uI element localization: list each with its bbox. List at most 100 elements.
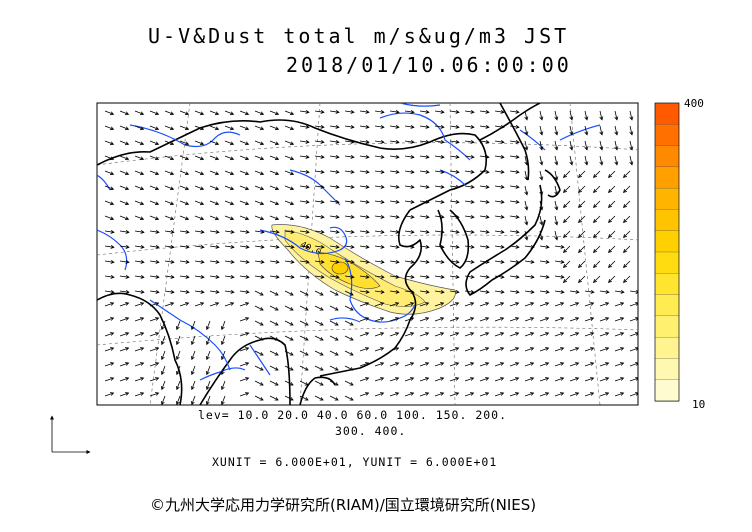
wind-vector — [299, 230, 309, 233]
wind-vector-head — [455, 229, 460, 234]
wind-vector — [539, 140, 543, 150]
wind-vector — [194, 185, 204, 190]
wind-vector — [284, 215, 294, 220]
colorbar-cell — [654, 358, 680, 381]
wind-vector-head — [289, 216, 295, 221]
wind-vector — [434, 140, 444, 143]
wind-vector-head — [590, 347, 595, 351]
wind-vector-head — [530, 302, 535, 306]
wind-vector — [449, 185, 459, 188]
wind-vector-head — [275, 229, 280, 234]
wind-vector — [584, 155, 588, 165]
wind-vector — [449, 332, 459, 337]
wind-vector — [464, 170, 474, 173]
wind-vector — [449, 230, 459, 233]
wind-vector-head — [515, 109, 520, 114]
wind-vector — [104, 377, 114, 382]
wind-vector-head — [440, 169, 445, 174]
wind-vector-head — [215, 274, 220, 279]
wind-vector-head — [109, 141, 115, 146]
wind-vector-head — [109, 111, 115, 116]
wind-vector-head — [584, 116, 589, 121]
wind-vector-head — [124, 156, 130, 161]
wind-vector — [434, 125, 444, 128]
wind-vector-head — [563, 278, 568, 283]
reference-axes — [50, 415, 91, 454]
wind-vector — [629, 155, 633, 165]
wind-vector-head — [170, 289, 175, 294]
wind-vector-head — [593, 218, 598, 223]
wind-vector-head — [623, 218, 628, 223]
wind-vector-head — [440, 109, 445, 114]
wind-vector — [284, 275, 294, 278]
wind-vector-head — [440, 259, 445, 264]
wind-vector — [539, 392, 549, 397]
wind-vector — [314, 350, 324, 356]
wind-vector-head — [335, 214, 340, 219]
wind-vector — [239, 110, 249, 115]
wind-vector — [119, 140, 129, 145]
wind-vector — [569, 362, 579, 367]
wind-vector-head — [289, 307, 294, 311]
wind-vector-head — [320, 259, 325, 264]
wind-vector-head — [575, 317, 580, 321]
wind-vector-head — [274, 111, 280, 116]
wind-vector — [134, 332, 144, 337]
wind-vector-head — [470, 244, 475, 249]
wind-vector-head — [221, 401, 225, 405]
wind-vector-head — [140, 229, 145, 234]
wind-vector-head — [161, 386, 165, 391]
wind-vector-head — [320, 229, 325, 234]
wind-vector-head — [221, 341, 225, 346]
wind-vector-head — [575, 302, 580, 306]
wind-vector-head — [320, 169, 325, 174]
wind-vector-head — [215, 244, 220, 249]
wind-vector — [209, 125, 219, 130]
wind-vector — [614, 377, 624, 382]
wind-vector-head — [349, 307, 354, 311]
wind-vector-head — [245, 302, 250, 306]
wind-vector — [464, 377, 474, 382]
wind-vector — [284, 185, 294, 190]
wind-vector-head — [485, 259, 490, 264]
wind-vector-head — [545, 274, 550, 279]
wind-vector — [299, 200, 309, 203]
wind-vector — [524, 302, 534, 307]
wind-vector — [623, 200, 631, 208]
wind-vector — [329, 305, 339, 311]
wind-vector-head — [593, 278, 598, 283]
wind-vector — [119, 155, 129, 160]
wind-vector — [329, 260, 339, 263]
wind-vector — [593, 215, 601, 223]
wind-vector-head — [440, 274, 445, 279]
wind-vector-head — [545, 332, 550, 336]
wind-vector-head — [200, 274, 205, 279]
wind-vector-head — [184, 156, 190, 161]
wind-vector — [374, 275, 384, 278]
wind-vector — [374, 200, 384, 203]
wind-vector — [314, 140, 324, 143]
wind-vector — [389, 110, 399, 113]
wind-vector-head — [245, 229, 250, 234]
wind-vector-head — [470, 214, 475, 219]
wind-vector-head — [380, 332, 385, 336]
vector-units: XUNIT = 6.000E+01, YUNIT = 6.000E+01 — [212, 455, 498, 469]
wind-vector — [539, 377, 549, 382]
wind-vector-head — [584, 146, 589, 151]
wind-vector-head — [155, 392, 160, 396]
wind-vector-head — [176, 356, 180, 361]
wind-vector — [359, 260, 369, 263]
wind-vector — [569, 155, 573, 165]
wind-vector-head — [425, 289, 430, 294]
wind-vector — [119, 377, 129, 382]
wind-vector-head — [410, 302, 415, 306]
wind-vector-head — [563, 263, 568, 268]
wind-vector — [374, 125, 384, 128]
wind-vector — [269, 215, 279, 220]
wind-vector — [404, 170, 414, 173]
wind-vector-head — [485, 199, 490, 204]
wind-vector-head — [608, 218, 613, 223]
wind-vector-head — [110, 229, 115, 234]
wind-vector — [389, 290, 399, 293]
wind-vector-head — [350, 259, 355, 264]
